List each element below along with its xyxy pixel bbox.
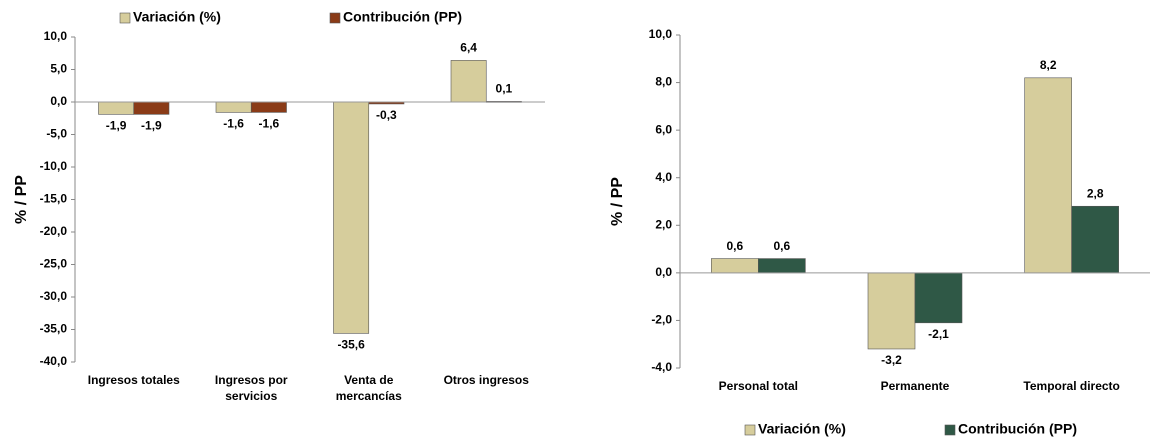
x-tick-label-box: Personal total (718, 379, 798, 393)
value-label: 0,1 (496, 82, 513, 96)
value-label: -2,1 (928, 327, 949, 341)
x-tick-label: Ingresos totales (87, 373, 180, 387)
legend-label: Variación (%) (758, 421, 846, 437)
x-tick-label: Temporal directo (1023, 379, 1120, 393)
legend-swatch (119, 12, 131, 24)
y-tick-label: -30,0 (40, 289, 68, 303)
bar (215, 101, 252, 113)
y-tick-label: 0,0 (50, 94, 67, 108)
y-tick-label: 0,0 (655, 265, 672, 279)
x-tick-label-box: Temporal directo (1023, 379, 1120, 393)
value-label: 0,6 (773, 239, 790, 253)
y-tick-label: -40,0 (40, 354, 68, 368)
x-tick-label-box: Otros ingresos (443, 373, 529, 387)
value-label: -1,6 (259, 117, 280, 131)
x-tick-label-box: Ingresos totales (87, 373, 180, 387)
x-tick-label-box: Permanente (880, 379, 950, 393)
value-label: -1,6 (223, 117, 244, 131)
x-tick-label: Venta de mercancías (335, 373, 402, 403)
y-tick-label: 10,0 (649, 27, 673, 41)
x-tick-label-box: Ingresos por servicios (214, 373, 288, 403)
y-tick-label: 2,0 (655, 217, 672, 231)
y-tick-label: 4,0 (655, 170, 672, 184)
y-tick-label: 10,0 (44, 29, 68, 43)
legend-swatch (744, 424, 756, 436)
x-tick-label: Otros ingresos (443, 373, 529, 387)
value-label: -0,3 (376, 108, 397, 122)
value-label: -35,6 (337, 338, 365, 352)
bar (133, 101, 170, 115)
bar (914, 272, 963, 324)
y-tick-label: -2,0 (651, 313, 672, 327)
bar (867, 272, 916, 350)
y-axis-label: % / PP (13, 175, 30, 224)
bar (1071, 205, 1119, 274)
y-tick-label: -4,0 (651, 360, 672, 374)
y-tick-label: 6,0 (655, 122, 672, 136)
y-tick-label: -10,0 (40, 159, 68, 173)
value-label: -3,2 (881, 353, 902, 367)
value-label: 2,8 (1087, 186, 1104, 200)
bar (711, 258, 759, 274)
x-tick-label: Permanente (880, 379, 950, 393)
legend-label: Variación (%) (133, 9, 221, 25)
y-tick-label: -25,0 (40, 257, 68, 271)
value-label: 6,4 (460, 41, 477, 55)
legend-swatch (329, 12, 341, 24)
bar (758, 258, 806, 274)
value-label: 8,2 (1040, 58, 1057, 72)
x-tick-label-box: Venta de mercancías (335, 373, 402, 403)
y-tick-label: 5,0 (50, 62, 67, 76)
y-tick-label: -20,0 (40, 224, 68, 238)
y-tick-label: 8,0 (655, 75, 672, 89)
legend-label: Contribución (PP) (343, 9, 462, 25)
x-tick-label: Personal total (718, 379, 798, 393)
y-tick-label: -5,0 (46, 127, 67, 141)
bar (250, 101, 287, 113)
y-tick-label: -35,0 (40, 322, 68, 336)
value-label: -1,9 (106, 119, 127, 133)
value-label: -1,9 (141, 119, 162, 133)
legend-label: Contribución (PP) (958, 421, 1077, 437)
bar (1024, 77, 1072, 274)
bar (450, 60, 487, 103)
x-tick-label: Ingresos por servicios (214, 373, 288, 403)
y-axis-label: % / PP (609, 177, 626, 226)
y-tick-label: -15,0 (40, 192, 68, 206)
legend-swatch (944, 424, 956, 436)
bar (98, 101, 135, 115)
bar (333, 101, 370, 334)
value-label: 0,6 (726, 239, 743, 253)
